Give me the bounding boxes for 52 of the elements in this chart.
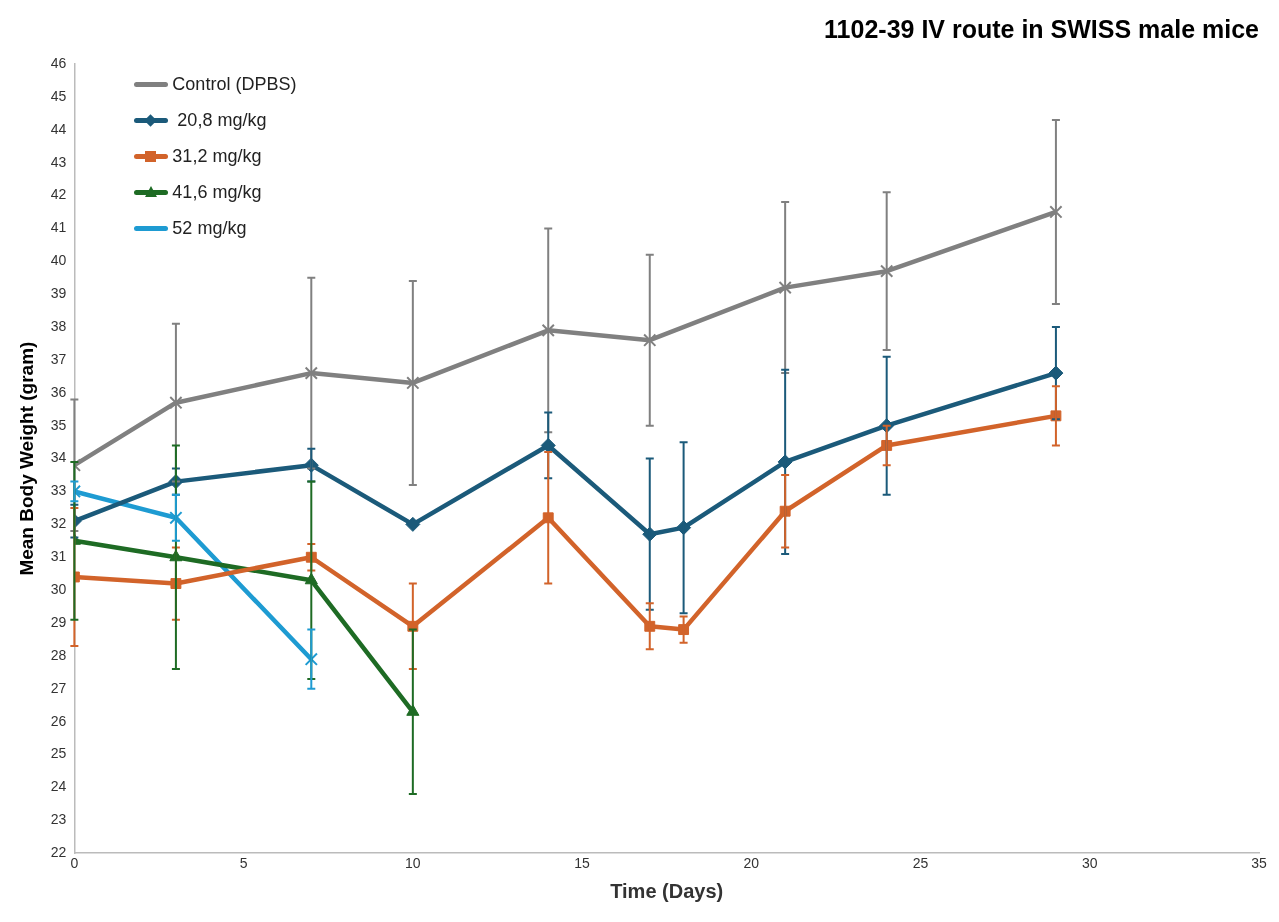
point xyxy=(169,511,183,525)
x-tick-label: 30 xyxy=(1081,855,1098,872)
y-tick-label: 37 xyxy=(50,350,67,367)
y-tick-label: 22 xyxy=(50,844,67,861)
y-tick-label: 23 xyxy=(50,811,67,828)
y-tick-label: 34 xyxy=(50,449,67,466)
x-tick-label: 15 xyxy=(574,855,591,872)
y-tick-label: 44 xyxy=(50,120,67,137)
y-tick-label: 31 xyxy=(50,548,67,565)
y-tick-label: 39 xyxy=(50,285,67,302)
x-tick-label: 20 xyxy=(743,855,760,872)
point xyxy=(880,264,894,278)
y-tick-label: 35 xyxy=(50,416,67,433)
y-tick-label: 32 xyxy=(50,515,67,532)
point xyxy=(304,652,318,666)
y-tick-label: 30 xyxy=(50,580,67,597)
x-tick-label: 0 xyxy=(70,855,79,872)
chart-title: 1102-39 IV route in SWISS male mice xyxy=(824,14,1260,43)
y-tick-label: 43 xyxy=(50,153,67,170)
y-tick-label: 40 xyxy=(50,252,67,269)
legend-label: 20,8 mg/kg xyxy=(176,109,267,131)
legend-label: 52 mg/kg xyxy=(172,217,247,239)
legend-label: 31,2 mg/kg xyxy=(172,145,262,167)
point xyxy=(541,323,555,338)
point xyxy=(406,376,420,390)
point xyxy=(778,280,792,295)
y-tick-label: 41 xyxy=(50,219,67,236)
point xyxy=(169,396,183,410)
y-tick-label: 27 xyxy=(50,679,67,696)
point xyxy=(643,333,657,347)
y-tick-label: 25 xyxy=(50,745,67,762)
y-axis-title: Mean Body Weight (gram) xyxy=(15,341,37,576)
y-tick-label: 42 xyxy=(50,186,67,203)
y-tick-label: 29 xyxy=(50,613,67,630)
y-tick-label: 28 xyxy=(50,646,67,663)
x-tick-label: 10 xyxy=(405,855,421,872)
y-tick-label: 45 xyxy=(50,87,67,104)
x-tick-label: 5 xyxy=(239,855,248,872)
point xyxy=(1049,205,1063,219)
x-tick-label: 35 xyxy=(1251,855,1267,872)
y-tick-label: 33 xyxy=(50,482,67,499)
y-tick-label: 46 xyxy=(50,54,67,71)
y-tick-label: 36 xyxy=(50,383,67,400)
y-tick-label: 26 xyxy=(50,712,67,729)
legend-label: 41,6 mg/kg xyxy=(172,181,262,203)
y-tick-label: 24 xyxy=(50,778,67,795)
point xyxy=(405,516,421,532)
x-axis-title: Time (Days) xyxy=(610,879,724,902)
x-tick-label: 25 xyxy=(912,855,929,872)
legend-label: Control (DPBS) xyxy=(172,73,297,95)
point xyxy=(304,366,318,380)
y-tick-label: 38 xyxy=(50,317,67,334)
